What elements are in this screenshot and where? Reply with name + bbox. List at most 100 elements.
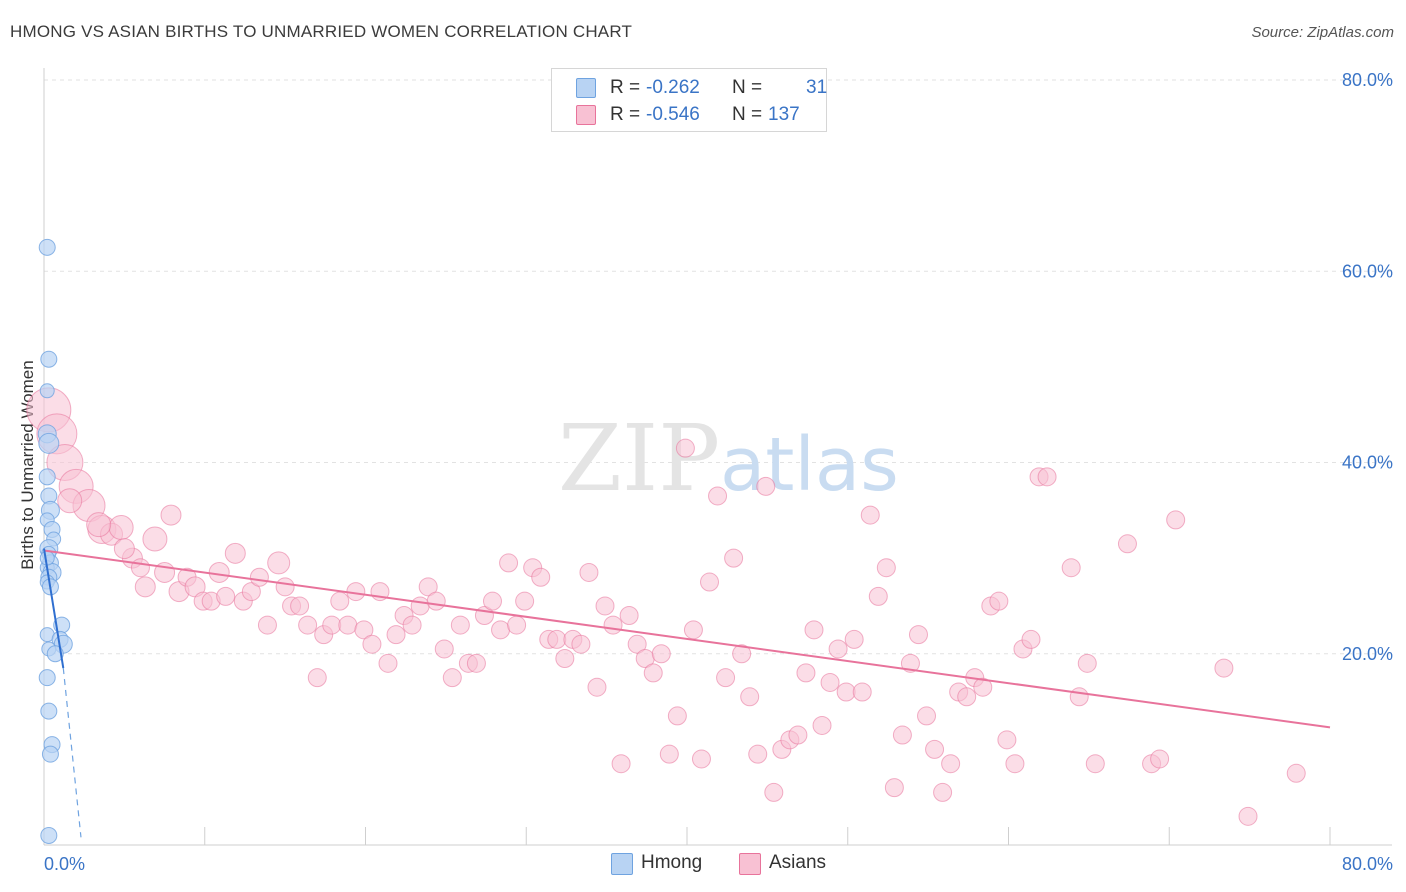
asian-point [134,576,156,598]
asian-point [1150,749,1170,769]
tick-labels: 20.0% 40.0% 60.0% 80.0% 0.0% 80.0% [44,70,1393,874]
asian-point [142,526,168,552]
asian-point [892,725,912,745]
asian-point [531,567,551,587]
legend-asians-n-label: N = [732,104,763,125]
asian-point [667,706,687,726]
legend-row-asians: R = -0.546 N = 137 [576,104,826,125]
chart-title: HMONG VS ASIAN BIRTHS TO UNMARRIED WOMEN… [10,22,633,41]
asian-point [700,572,720,592]
asian-trend-line [43,549,1331,729]
asian-point [884,778,904,798]
legend-hmong-n-value: 31 [806,77,828,98]
hmong-point [40,702,58,720]
asian-point [499,553,519,573]
asian-point [1069,687,1089,707]
asian-point [659,744,679,764]
asian-point [507,615,527,635]
asian-point [354,620,374,640]
asian-point [748,744,768,764]
y-tick-label: 80.0% [1342,70,1393,90]
asian-point [515,591,535,611]
x-tick-label: 80.0% [1342,854,1393,874]
asian-point [450,615,470,635]
asian-point [86,512,112,538]
asian-point [426,591,446,611]
asian-point [796,663,816,683]
legend-hmong-r-label: R = [610,77,641,98]
watermark: ZIP atlas [558,405,899,512]
asian-point [627,634,647,654]
asian-point [267,551,291,575]
asian-point [571,634,591,654]
asian-point [812,715,832,735]
asian-point [820,672,840,692]
asian-point [1214,658,1234,678]
hmong-points [37,238,73,844]
asian-point [1021,629,1041,649]
asian-point [933,782,953,802]
asian-point [989,591,1009,611]
asian-point [130,558,150,578]
asian-point [587,677,607,697]
legend-swatch-hmong [576,78,596,98]
asian-point [716,668,736,688]
asian-point [925,739,945,759]
asian-point [224,542,246,564]
asian-point [788,725,808,745]
asian-point [691,749,711,769]
asian-point [547,629,567,649]
asian-point [619,606,639,625]
asian-point [724,548,744,568]
asian-point [307,668,327,688]
asian-point [1005,754,1025,774]
asian-point [378,653,398,673]
bottom-legend-swatch-asians [739,853,761,875]
asian-point [442,668,462,688]
watermark-atlas: atlas [720,422,899,508]
bottom-legend-label-hmong: Hmong [641,852,703,873]
asian-point [868,586,888,606]
hmong-point [39,383,55,399]
asian-point [675,438,695,458]
asian-point [1037,467,1057,487]
hmong-point [41,745,59,763]
asian-point [1077,653,1097,673]
trend-lines [43,548,1331,838]
asian-point [1085,754,1105,774]
asian-point [410,596,430,616]
asian-point [555,649,575,669]
asian-point [1166,510,1186,530]
hmong-point [38,432,60,454]
asian-points [26,387,1306,826]
asian-point [603,615,623,635]
hmong-trend-extension [62,668,82,838]
legend-hmong-r-value: -0.262 [646,77,700,98]
watermark-zip: ZIP [558,405,720,512]
asian-point [402,615,422,635]
asian-point [330,591,350,611]
asian-point [1117,534,1137,554]
asian-point [917,706,937,726]
legend-box: R = -0.262 N = 31 R = -0.546 N = 137 [551,68,827,132]
hmong-trend-line [43,548,65,669]
asian-point [764,782,784,802]
asian-point [362,634,382,654]
asian-point [708,486,728,506]
asian-point [579,562,599,582]
asian-point [208,561,230,583]
asian-point [257,615,277,635]
asian-point [216,586,236,606]
asian-point [844,629,864,649]
asian-point [908,625,928,645]
asian-point [756,476,776,496]
asian-point [1061,558,1081,578]
hmong-point [46,645,64,663]
asian-point [876,558,896,578]
legend-asians-r-value: -0.546 [646,104,700,125]
y-tick-label: 20.0% [1342,644,1393,664]
asian-point [418,577,438,597]
legend-asians-r-label: R = [610,104,641,125]
hmong-point [38,238,56,256]
chart-source: Source: ZipAtlas.com [1251,24,1394,41]
